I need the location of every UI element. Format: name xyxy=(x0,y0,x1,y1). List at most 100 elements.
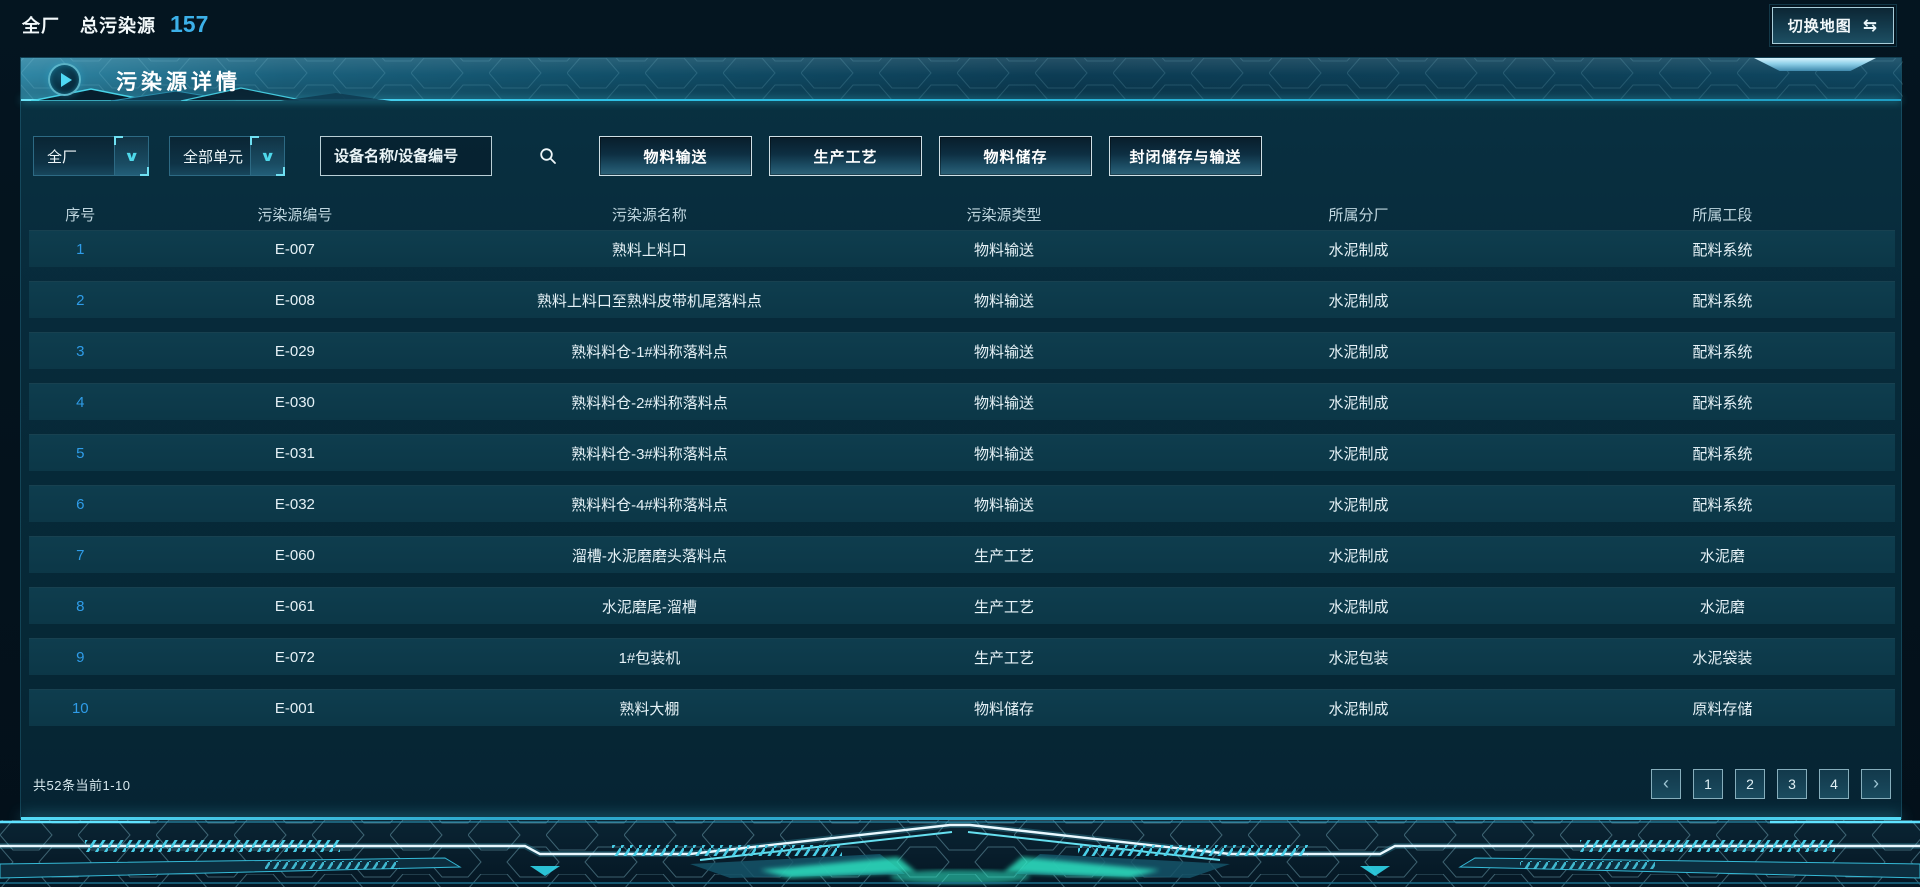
table-cell: 水泥磨 xyxy=(1699,547,1745,565)
row-index-cell: 5 xyxy=(76,444,85,462)
chevron-left-icon: ‹ xyxy=(1663,773,1669,793)
table-row[interactable]: 10 E-001 熟料大棚 物料储存 水泥制成 原料存储 xyxy=(29,689,1895,726)
table-cell: 配料系统 xyxy=(1692,445,1753,463)
page-button-3[interactable]: 3 xyxy=(1777,769,1807,799)
factory-dropdown[interactable]: 全厂 ∨ xyxy=(33,136,149,176)
table-cell: 水泥磨 xyxy=(1699,598,1745,616)
unit-dropdown[interactable]: 全部单元 ∨ xyxy=(169,136,285,176)
table-cell: 水泥制成 xyxy=(1328,445,1389,463)
row-index-cell: 1 xyxy=(76,240,85,258)
table-cell: 配料系统 xyxy=(1692,343,1753,361)
table-row[interactable]: 7 E-060 溜槽-水泥磨磨头落料点 生产工艺 水泥制成 水泥磨 xyxy=(29,536,1895,573)
table-cell: 水泥制成 xyxy=(1328,598,1389,616)
type-filter-button-1[interactable]: 生产工艺 xyxy=(769,136,922,176)
table-cell: 熟料料仓-4#料称落料点 xyxy=(571,496,728,514)
table-cell: 原料存储 xyxy=(1692,700,1753,718)
panel-header: 污染源详情 xyxy=(21,58,1903,101)
table-cell: E-029 xyxy=(274,342,315,360)
type-filter-button-2[interactable]: 物料储存 xyxy=(939,136,1092,176)
table-cell: 物料输送 xyxy=(973,241,1034,259)
table-cell: E-030 xyxy=(274,393,315,411)
record-count-summary: 共52条当前1-10 xyxy=(33,777,131,793)
table-row[interactable]: 1 E-007 熟料上料口 物料输送 水泥制成 配料系统 xyxy=(29,230,1895,267)
row-index-cell: 10 xyxy=(71,699,89,717)
play-icon xyxy=(48,63,81,96)
table-cell: 熟料料仓-2#料称落料点 xyxy=(571,394,728,412)
type-filter-buttons: 物料输送 生产工艺 物料储存 封闭储存与输送 xyxy=(599,136,1262,176)
table-cell: 水泥制成 xyxy=(1328,241,1389,259)
row-index-cell: 3 xyxy=(76,342,85,360)
table-cell: 水泥制成 xyxy=(1328,292,1389,310)
type-filter-button-0[interactable]: 物料输送 xyxy=(599,136,752,176)
table-cell: E-001 xyxy=(274,699,315,717)
header-notch-decor xyxy=(1754,58,1876,71)
top-bar: 全厂 总污染源 157 切换地图 ⇆ xyxy=(0,0,1920,50)
prev-page-button[interactable]: ‹ xyxy=(1651,769,1681,799)
row-index-cell: 9 xyxy=(76,648,85,666)
table-row[interactable]: 4 E-030 熟料料仓-2#料称落料点 物料输送 水泥制成 配料系统 xyxy=(29,383,1895,420)
search-input[interactable] xyxy=(321,137,539,175)
column-header: 所属分厂 xyxy=(1328,207,1389,224)
pollution-detail-panel: 污染源详情 全厂 ∨ 全部单元 ∨ xyxy=(20,57,1903,820)
column-header: 污染源类型 xyxy=(966,207,1042,224)
row-index-cell: 2 xyxy=(76,291,85,309)
type-filter-button-3[interactable]: 封闭储存与输送 xyxy=(1109,136,1262,176)
total-pollution-label: 总污染源 xyxy=(80,16,156,36)
switch-map-button[interactable]: 切换地图 ⇆ xyxy=(1768,4,1898,47)
column-header: 序号 xyxy=(65,207,96,224)
table-row[interactable]: 9 E-072 1#包装机 生产工艺 水泥包装 水泥袋装 xyxy=(29,638,1895,675)
table-cell: 生产工艺 xyxy=(973,598,1034,616)
table-cell: 水泥制成 xyxy=(1328,700,1389,718)
table-cell: 水泥制成 xyxy=(1328,394,1389,412)
table-cell: E-007 xyxy=(274,240,315,258)
table-cell: 物料输送 xyxy=(973,445,1034,463)
table-cell: 水泥制成 xyxy=(1328,496,1389,514)
table-cell: 生产工艺 xyxy=(973,649,1034,667)
table-row[interactable]: 8 E-061 水泥磨尾-溜槽 生产工艺 水泥制成 水泥磨 xyxy=(29,587,1895,624)
total-pollution-count: 157 xyxy=(170,11,209,37)
table-cell: E-060 xyxy=(274,546,315,564)
table-row[interactable]: 6 E-032 熟料料仓-4#料称落料点 物料输送 水泥制成 配料系统 xyxy=(29,485,1895,522)
table-cell: 熟料大棚 xyxy=(619,700,680,718)
table-row[interactable]: 5 E-031 熟料料仓-3#料称落料点 物料输送 水泥制成 配料系统 xyxy=(29,434,1895,471)
scope-label: 全厂 xyxy=(22,16,60,36)
page-button-4[interactable]: 4 xyxy=(1819,769,1849,799)
table-cell: E-072 xyxy=(274,648,315,666)
table-cell: 配料系统 xyxy=(1692,241,1753,259)
table-header-row: 序号 污染源编号 污染源名称 污染源类型 所属分厂 所属工段 xyxy=(29,204,1895,225)
table-cell: E-031 xyxy=(274,444,315,462)
bottom-tech-decor xyxy=(0,820,1920,887)
table-cell: E-008 xyxy=(274,291,315,309)
table-cell: 生产工艺 xyxy=(973,547,1034,565)
page-title: 全厂 总污染源 157 xyxy=(22,11,208,38)
search-icon[interactable] xyxy=(539,137,557,175)
table-row[interactable]: 2 E-008 熟料上料口至熟料皮带机尾落料点 物料输送 水泥制成 配料系统 xyxy=(29,281,1895,318)
page-button-2[interactable]: 2 xyxy=(1735,769,1765,799)
table-cell: 水泥制成 xyxy=(1328,343,1389,361)
table-cell: 熟料料仓-3#料称落料点 xyxy=(571,445,728,463)
chevron-down-icon: ∨ xyxy=(250,136,285,176)
device-search xyxy=(320,136,556,176)
table-cell: 物料储存 xyxy=(973,700,1034,718)
table-cell: E-061 xyxy=(274,597,315,615)
table-cell: 配料系统 xyxy=(1692,292,1753,310)
table-cell: E-032 xyxy=(274,495,315,513)
table-cell: 水泥包装 xyxy=(1328,649,1389,667)
factory-dropdown-value: 全厂 xyxy=(47,148,78,166)
table-cell: 物料输送 xyxy=(973,292,1034,310)
column-header: 所属工段 xyxy=(1692,207,1753,224)
row-index-cell: 7 xyxy=(76,546,85,564)
page-button-1[interactable]: 1 xyxy=(1693,769,1723,799)
chevron-right-icon: › xyxy=(1873,773,1879,793)
row-index-cell: 4 xyxy=(76,393,85,411)
table-cell: 熟料上料口至熟料皮带机尾落料点 xyxy=(536,292,762,310)
table-cell: 物料输送 xyxy=(973,343,1034,361)
table-row[interactable]: 3 E-029 熟料料仓-1#料称落料点 物料输送 水泥制成 配料系统 xyxy=(29,332,1895,369)
next-page-button[interactable]: › xyxy=(1861,769,1891,799)
column-header: 污染源编号 xyxy=(257,207,333,224)
table-cell: 水泥磨尾-溜槽 xyxy=(601,598,697,616)
